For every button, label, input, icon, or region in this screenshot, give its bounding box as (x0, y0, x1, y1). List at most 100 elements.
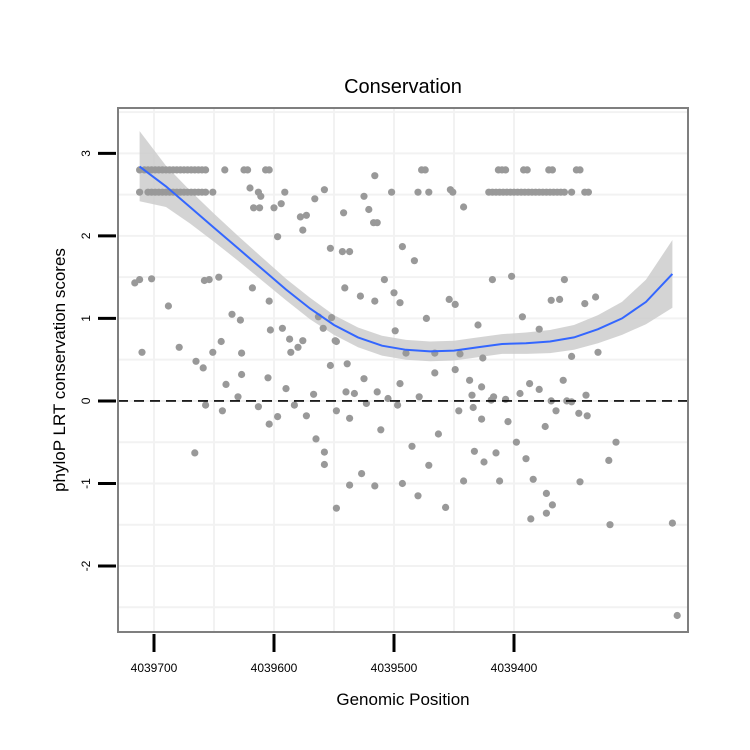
data-point (529, 475, 537, 483)
data-point (278, 324, 286, 332)
data-point (390, 289, 398, 297)
data-point (338, 248, 346, 256)
data-point (356, 292, 364, 300)
plot-area (117, 107, 689, 633)
data-point (341, 284, 349, 292)
data-point (415, 393, 423, 401)
data-point (398, 243, 406, 251)
y-axis-label: phyloP LRT conservation scores (50, 248, 69, 492)
data-point (164, 302, 172, 310)
data-point (456, 350, 464, 358)
data-point (425, 188, 433, 196)
data-point (326, 244, 334, 252)
data-point (218, 407, 226, 415)
data-point (431, 369, 439, 377)
data-point (434, 430, 442, 438)
x-axis-label: Genomic Position (336, 690, 469, 709)
data-point (576, 478, 584, 486)
data-point (209, 188, 217, 196)
data-point (559, 376, 567, 384)
data-point (560, 276, 569, 284)
data-point (222, 380, 230, 388)
data-point (312, 435, 320, 443)
y-tick-label: -1 (79, 478, 93, 489)
data-point (343, 360, 351, 368)
data-point (470, 447, 478, 455)
data-point (606, 521, 614, 529)
data-point (391, 327, 399, 335)
data-point (552, 407, 560, 415)
data-point (265, 297, 273, 305)
data-point (605, 456, 613, 464)
data-point (425, 461, 433, 469)
data-point (451, 366, 459, 374)
data-point (282, 385, 290, 393)
data-point (299, 226, 307, 234)
data-point (373, 388, 381, 396)
data-point (175, 343, 183, 351)
data-point (209, 348, 217, 356)
chart-title: Conservation (344, 76, 462, 98)
data-point (264, 374, 272, 382)
data-point (542, 489, 551, 497)
data-point (547, 296, 555, 304)
data-point (474, 321, 482, 329)
data-point (254, 403, 262, 411)
data-point (398, 479, 406, 488)
data-point (328, 314, 336, 322)
data-point (244, 166, 252, 174)
data-point (266, 326, 274, 334)
data-point (296, 213, 304, 221)
data-point (527, 515, 535, 523)
data-point (560, 188, 569, 196)
data-point (582, 391, 590, 399)
data-point (542, 509, 551, 517)
data-point (479, 354, 487, 362)
data-point (442, 503, 450, 511)
data-point (526, 380, 534, 388)
data-point (460, 203, 468, 211)
data-point (523, 166, 531, 174)
data-point (673, 611, 681, 620)
y-tick-label: 3 (79, 150, 93, 157)
data-point (217, 337, 225, 346)
y-tick-label: -2 (79, 560, 93, 571)
data-point (568, 352, 576, 360)
data-point (311, 195, 319, 203)
data-point (508, 272, 516, 280)
data-point (277, 200, 285, 208)
data-point (612, 438, 620, 446)
data-point (136, 276, 144, 284)
y-tick-label: 1 (79, 315, 93, 322)
data-point (248, 284, 256, 292)
data-point (320, 186, 328, 194)
data-point (502, 166, 510, 174)
data-point (396, 380, 404, 388)
data-point (371, 297, 379, 305)
data-point (371, 482, 379, 490)
data-point (380, 276, 388, 284)
data-point (408, 442, 416, 450)
data-point (396, 299, 404, 307)
y-tick-label: 0 (79, 397, 93, 404)
data-point (265, 166, 273, 174)
data-point (468, 391, 476, 399)
data-point (202, 166, 210, 174)
data-point (332, 337, 340, 346)
data-point (238, 370, 246, 379)
data-point (575, 409, 583, 417)
data-point (274, 413, 282, 421)
data-point (581, 300, 589, 308)
data-point (496, 477, 504, 485)
data-point (478, 383, 486, 391)
panel-border (117, 107, 689, 633)
data-point (199, 364, 207, 372)
x-tick-label: 4039700 (131, 661, 178, 675)
data-point (422, 314, 430, 322)
data-point (502, 395, 510, 403)
data-point (535, 325, 543, 333)
data-point (384, 394, 392, 403)
y-tick-label: 2 (79, 232, 93, 239)
data-point (460, 477, 468, 485)
data-point (556, 295, 564, 303)
